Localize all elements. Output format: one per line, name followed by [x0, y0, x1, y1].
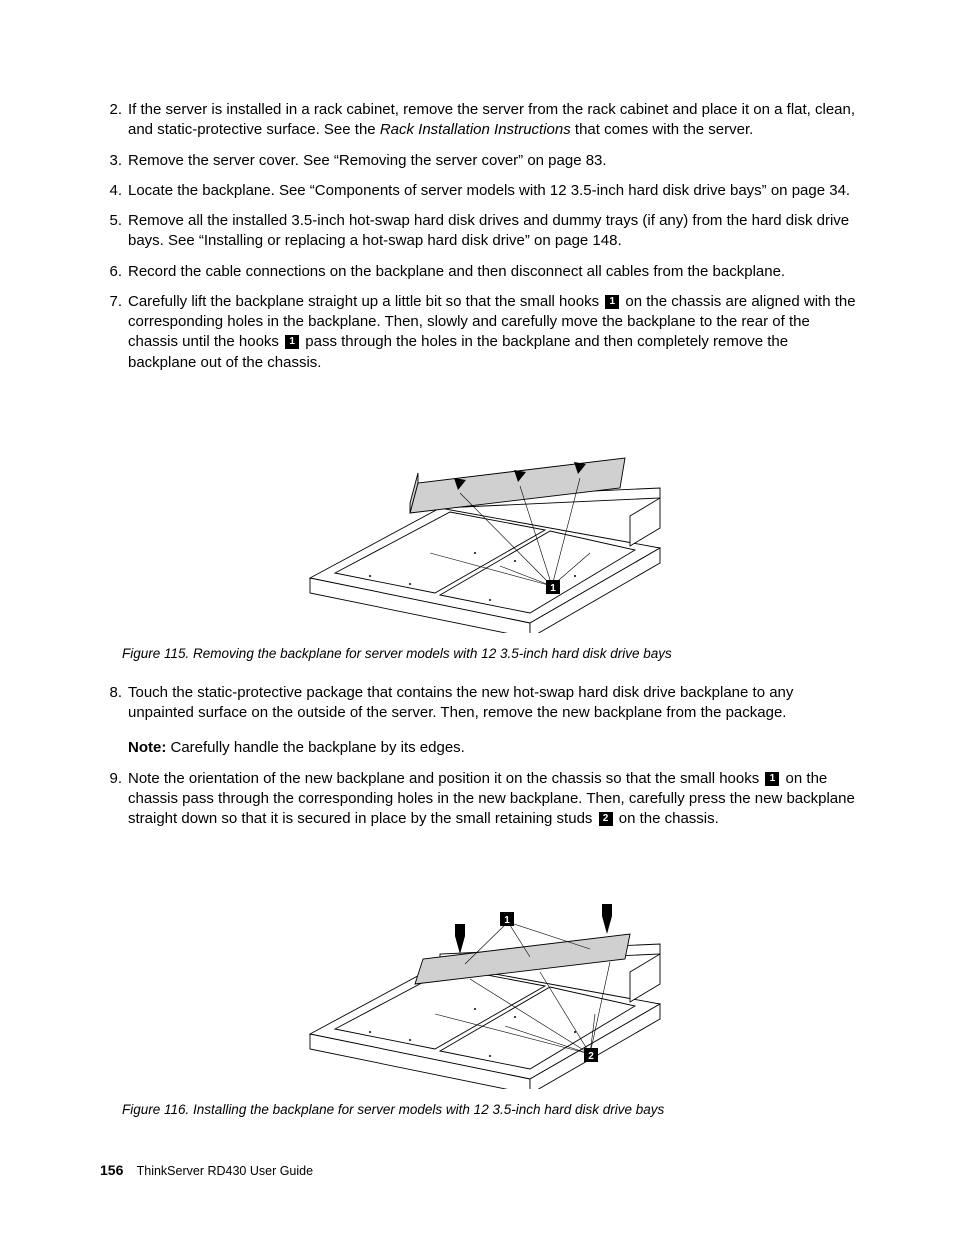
- text: that comes with the server.: [571, 121, 754, 138]
- step-7: 7. Carefully lift the backplane straight…: [100, 292, 859, 373]
- note-label: Note:: [128, 739, 166, 756]
- steps-list-continued: 8. Touch the static-protective package t…: [100, 683, 859, 830]
- callout-2-label: 2: [588, 1051, 594, 1062]
- step-5: 5. Remove all the installed 3.5-inch hot…: [100, 211, 859, 252]
- step-number: 3.: [100, 151, 122, 171]
- note: Note: Carefully handle the backplane by …: [128, 738, 859, 758]
- callout-1-label: 1: [550, 583, 556, 594]
- step-number: 5.: [100, 211, 122, 252]
- callout-1-icon: 1: [285, 335, 299, 349]
- step-number: 9.: [100, 769, 122, 830]
- step-number: 8.: [100, 683, 122, 759]
- step-9: 9. Note the orientation of the new backp…: [100, 769, 859, 830]
- footer: 156 ThinkServer RD430 User Guide: [100, 1161, 313, 1180]
- step-body: Remove all the installed 3.5-inch hot-sw…: [128, 211, 859, 252]
- callout-2-icon: 2: [599, 812, 613, 826]
- step-body: Touch the static-protective package that…: [128, 683, 859, 759]
- figure-115-caption: Figure 115. Removing the backplane for s…: [122, 645, 859, 663]
- text: Carefully lift the backplane straight up…: [128, 293, 603, 310]
- step-number: 4.: [100, 181, 122, 201]
- figure-116-diagram: 1 2: [290, 854, 670, 1089]
- step-number: 2.: [100, 100, 122, 141]
- step-4: 4. Locate the backplane. See “Components…: [100, 181, 859, 201]
- step-number: 7.: [100, 292, 122, 373]
- step-body: Note the orientation of the new backplan…: [128, 769, 859, 830]
- figure-115: 1: [100, 398, 859, 633]
- callout-1-icon: 1: [605, 295, 619, 309]
- step-body: Record the cable connections on the back…: [128, 262, 859, 282]
- callout-1-label: 1: [504, 915, 510, 926]
- callout-1-icon: 1: [765, 772, 779, 786]
- doc-title: ThinkServer RD430 User Guide: [137, 1164, 313, 1178]
- step-number: 6.: [100, 262, 122, 282]
- step-8: 8. Touch the static-protective package t…: [100, 683, 859, 759]
- step-3: 3. Remove the server cover. See “Removin…: [100, 151, 859, 171]
- caption-prefix: Figure 115.: [122, 646, 193, 661]
- text: Note the orientation of the new backplan…: [128, 770, 763, 787]
- step-2: 2. If the server is installed in a rack …: [100, 100, 859, 141]
- caption-text: Removing the backplane for server models…: [193, 646, 672, 661]
- page: 2. If the server is installed in a rack …: [0, 0, 954, 1235]
- figure-116: 1 2: [100, 854, 859, 1089]
- step-body: If the server is installed in a rack cab…: [128, 100, 859, 141]
- text: Touch the static-protective package that…: [128, 683, 859, 724]
- caption-text: Installing the backplane for server mode…: [193, 1102, 664, 1117]
- step-body: Carefully lift the backplane straight up…: [128, 292, 859, 373]
- rack-instructions-ref: Rack Installation Instructions: [380, 121, 571, 138]
- step-body: Locate the backplane. See “Components of…: [128, 181, 859, 201]
- figure-115-diagram: 1: [290, 398, 670, 633]
- figure-116-caption: Figure 116. Installing the backplane for…: [122, 1101, 859, 1119]
- steps-list: 2. If the server is installed in a rack …: [100, 100, 859, 373]
- step-body: Remove the server cover. See “Removing t…: [128, 151, 859, 171]
- note-text: Carefully handle the backplane by its ed…: [166, 739, 465, 756]
- step-6: 6. Record the cable connections on the b…: [100, 262, 859, 282]
- caption-prefix: Figure 116.: [122, 1102, 193, 1117]
- page-number: 156: [100, 1162, 123, 1178]
- text: on the chassis.: [615, 810, 719, 827]
